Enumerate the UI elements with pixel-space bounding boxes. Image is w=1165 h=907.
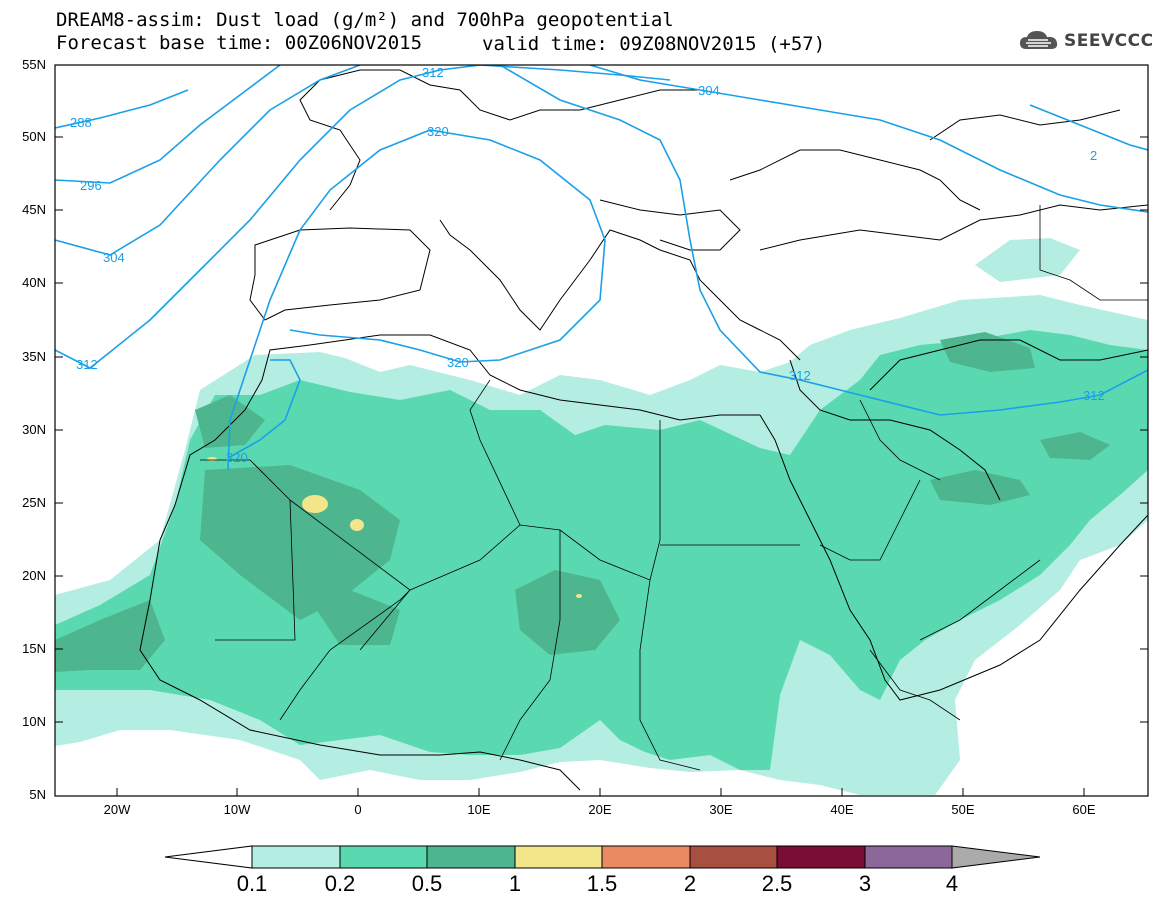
colorbar-label: 3 — [858, 871, 872, 896]
contour-label: 320 — [226, 450, 248, 465]
contour-label: 288 — [70, 115, 92, 130]
lon-label: 10W — [223, 802, 251, 817]
coastlines — [139, 69, 1148, 791]
contour-label: 312 — [789, 368, 811, 383]
contour-label: 312 — [422, 65, 444, 80]
lat-label: 10N — [22, 714, 46, 729]
colorbar-label: 2.5 — [761, 871, 793, 896]
contour-label: 296 — [80, 178, 102, 193]
dust-area-dense — [55, 332, 1110, 672]
colorbar-label: 1.5 — [586, 871, 618, 896]
axis-ticks — [55, 64, 1148, 797]
forecast-base-time: Forecast base time: 00Z06NOV2015 — [56, 32, 423, 54]
lat-label: 25N — [22, 495, 46, 510]
contour-label: 320 — [427, 124, 449, 139]
colorbar-label: 0.5 — [411, 871, 443, 896]
lon-label: 40E — [830, 802, 854, 817]
geopotential-contours — [55, 65, 1148, 471]
colorbar-low-end — [164, 845, 253, 869]
colorbar-label: 2 — [683, 871, 697, 896]
dust-area-medium — [55, 330, 1148, 770]
country-borders — [200, 205, 1148, 771]
lat-label: 20N — [22, 568, 46, 583]
lon-label: 10E — [467, 802, 491, 817]
colorbar — [164, 845, 1041, 869]
lat-label: 15N — [22, 641, 46, 656]
chart-title: DREAM8-assim: Dust load (g/m²) and 700hP… — [56, 9, 674, 31]
cloud-icon — [1020, 31, 1058, 49]
lat-label: 5N — [29, 787, 46, 802]
colorbar-label: 4 — [945, 871, 959, 896]
contour-label: 304 — [103, 250, 125, 265]
colorbar-label: 0.2 — [324, 871, 356, 896]
contour-labels: 288 296 304 312 320 312 304 312 320 320 … — [70, 65, 1105, 465]
lon-label: 0 — [354, 802, 362, 817]
colorbar-label: 1 — [508, 871, 522, 896]
colorbar-high-end — [951, 845, 1041, 869]
lon-label: 50E — [951, 802, 975, 817]
lat-label: 35N — [22, 349, 46, 364]
contour-label: 2 — [1090, 148, 1097, 163]
colorbar-label: 0.1 — [236, 871, 268, 896]
contour-label: 312 — [1083, 388, 1105, 403]
logo-text: SEEVCCC — [1064, 31, 1154, 51]
lat-label: 45N — [22, 202, 46, 217]
lon-label: 20W — [103, 802, 131, 817]
lon-label: 60E — [1072, 802, 1096, 817]
valid-time: valid time: 09Z08NOV2015 (+57) — [482, 33, 826, 55]
lat-label: 50N — [22, 129, 46, 144]
lon-label: 20E — [588, 802, 612, 817]
contour-label: 304 — [698, 83, 720, 98]
lon-label: 30E — [709, 802, 733, 817]
lat-label: 40N — [22, 275, 46, 290]
lat-label: 55N — [22, 57, 46, 72]
contour-label: 320 — [447, 355, 469, 370]
contour-label: 312 — [76, 357, 98, 372]
seevccc-logo: SEEVCCC — [1018, 28, 1154, 54]
lat-label: 30N — [22, 422, 46, 437]
